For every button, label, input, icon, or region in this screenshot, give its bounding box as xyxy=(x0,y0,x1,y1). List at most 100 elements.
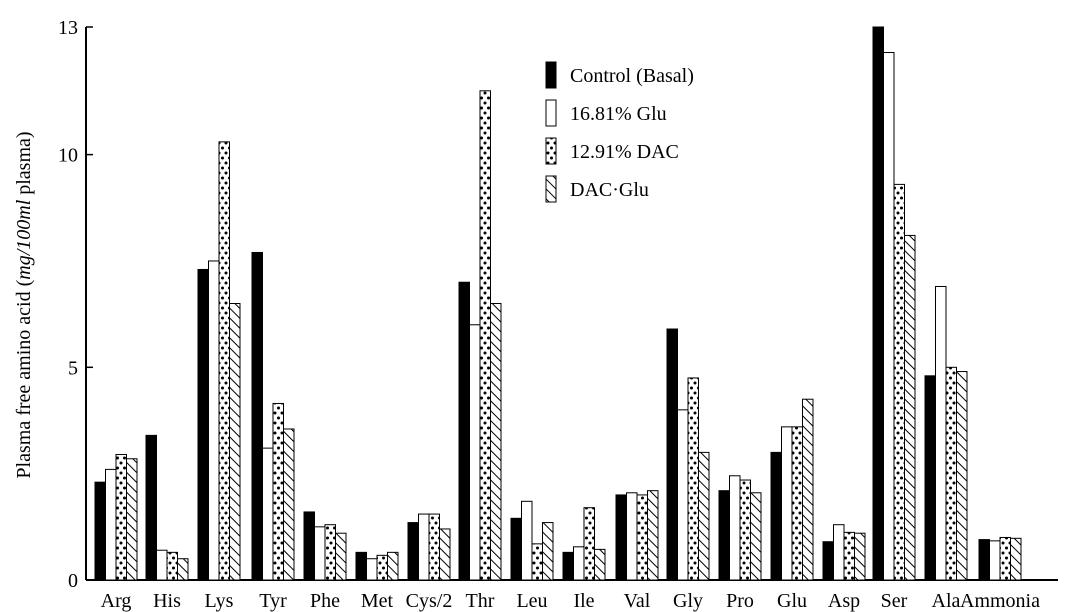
bar-arg-s4 xyxy=(127,459,138,580)
x-category-label: Ile xyxy=(573,590,594,612)
bar-tyr-s1 xyxy=(252,252,263,580)
x-category-label: Ser xyxy=(881,590,908,612)
bar-ala-s4 xyxy=(957,372,968,580)
bar-ile-s1 xyxy=(563,552,574,580)
bar-glu-s4 xyxy=(803,399,814,580)
x-category-label: Thr xyxy=(466,590,495,612)
bar-ammonia-s1 xyxy=(979,540,990,580)
x-category-label: Lys xyxy=(205,590,234,612)
y-tick-label: 0 xyxy=(68,570,78,592)
bar-his-s1 xyxy=(146,435,157,580)
bars xyxy=(95,27,1021,580)
x-category-label: Leu xyxy=(516,590,547,612)
bar-met-s4 xyxy=(388,552,399,580)
bar-tyr-s2 xyxy=(263,448,274,580)
bar-ile-s2 xyxy=(574,547,585,580)
bar-his-s4 xyxy=(178,559,189,580)
bar-cys2-s4 xyxy=(440,529,451,580)
bar-thr-s2 xyxy=(470,325,481,580)
bar-phe-s2 xyxy=(315,527,326,580)
bar-gly-s1 xyxy=(667,329,678,580)
bar-ser-s3 xyxy=(894,184,905,580)
x-category-label: Met xyxy=(361,590,394,612)
bar-val-s3 xyxy=(637,495,648,580)
bar-tyr-s3 xyxy=(273,403,284,580)
bar-gly-s2 xyxy=(678,410,689,580)
bar-glu-s1 xyxy=(771,452,782,580)
bar-glu-s2 xyxy=(782,427,793,580)
bar-lys-s2 xyxy=(209,261,220,580)
bar-thr-s1 xyxy=(459,282,470,580)
legend-label: Control (Basal) xyxy=(570,65,694,87)
bar-gly-s3 xyxy=(688,378,699,580)
bar-val-s1 xyxy=(616,495,627,580)
x-category-label: Gly xyxy=(673,590,703,612)
legend: Control (Basal) 16.81% Glu 12.91% DAC DAC·G… xyxy=(546,62,694,202)
x-category-label: Ammonia xyxy=(960,590,1040,612)
bar-cys2-s1 xyxy=(408,523,419,580)
bar-ser-s2 xyxy=(884,53,895,580)
x-category-label: Cys/2 xyxy=(406,590,453,612)
bar-asp-s3 xyxy=(844,532,855,580)
bar-val-s2 xyxy=(627,493,638,580)
x-category-label: Tyr xyxy=(259,590,287,612)
bar-thr-s4 xyxy=(491,304,502,581)
bar-asp-s2 xyxy=(834,525,845,580)
bar-pro-s4 xyxy=(751,493,762,580)
bar-glu-s3 xyxy=(792,427,803,580)
bar-leu-s1 xyxy=(511,518,522,580)
category-labels: Arg His Lys Tyr Phe Met Cys/2 Thr Leu Ile Val Gly Pr… xyxy=(101,590,1040,612)
bar-tyr-s4 xyxy=(284,429,295,580)
bar-cys2-s3 xyxy=(429,514,440,580)
x-category-label: Phe xyxy=(310,590,340,612)
bar-met-s3 xyxy=(377,555,388,580)
x-category-label: Pro xyxy=(726,590,754,612)
legend-label: 16.81% Glu xyxy=(570,103,667,125)
bar-phe-s4 xyxy=(336,533,347,580)
bar-ser-s1 xyxy=(873,27,884,580)
x-category-label: Glu xyxy=(777,590,807,612)
bar-val-s4 xyxy=(648,491,659,580)
bar-lys-s1 xyxy=(198,269,209,580)
bar-thr-s3 xyxy=(480,91,491,580)
bar-gly-s4 xyxy=(699,452,710,580)
y-axis-label: Plasma free amino acid (mg/100ml plasma) xyxy=(13,131,35,478)
bar-leu-s3 xyxy=(532,544,543,580)
x-category-label: Val xyxy=(624,590,651,612)
bar-ammonia-s4 xyxy=(1011,538,1022,580)
legend-swatch xyxy=(546,176,556,202)
y-tick-label: 10 xyxy=(58,145,78,167)
x-category-label: Asp xyxy=(828,590,860,612)
bar-ala-s2 xyxy=(936,286,947,580)
bar-ile-s4 xyxy=(595,549,606,580)
bar-phe-s3 xyxy=(325,525,336,580)
legend-label: DAC·Glu xyxy=(570,179,649,201)
bar-ser-s4 xyxy=(905,235,916,580)
x-category-label: Ala xyxy=(932,590,961,612)
bar-pro-s1 xyxy=(719,491,730,580)
bar-arg-s1 xyxy=(95,482,106,580)
bar-pro-s2 xyxy=(730,476,741,580)
bar-phe-s1 xyxy=(304,512,315,580)
bar-ile-s3 xyxy=(584,508,595,580)
bar-arg-s3 xyxy=(116,455,127,580)
legend-swatch xyxy=(546,100,556,126)
legend-swatch xyxy=(546,138,556,164)
bar-cys2-s2 xyxy=(419,514,430,580)
y-tick-label: 5 xyxy=(68,357,78,379)
bar-lys-s4 xyxy=(230,304,241,581)
bar-ammonia-s3 xyxy=(1000,537,1011,580)
y-tick-label: 13 xyxy=(58,17,78,39)
bar-ala-s3 xyxy=(946,367,957,580)
bar-pro-s3 xyxy=(740,480,751,580)
bar-asp-s1 xyxy=(823,542,834,580)
x-category-label: Arg xyxy=(101,590,132,612)
x-category-label: His xyxy=(153,590,181,612)
bar-met-s2 xyxy=(367,559,378,580)
bar-met-s1 xyxy=(356,552,367,580)
legend-swatch xyxy=(546,62,556,88)
bar-ammonia-s2 xyxy=(990,541,1001,580)
bar-ala-s1 xyxy=(925,376,936,580)
bar-his-s2 xyxy=(157,550,168,580)
